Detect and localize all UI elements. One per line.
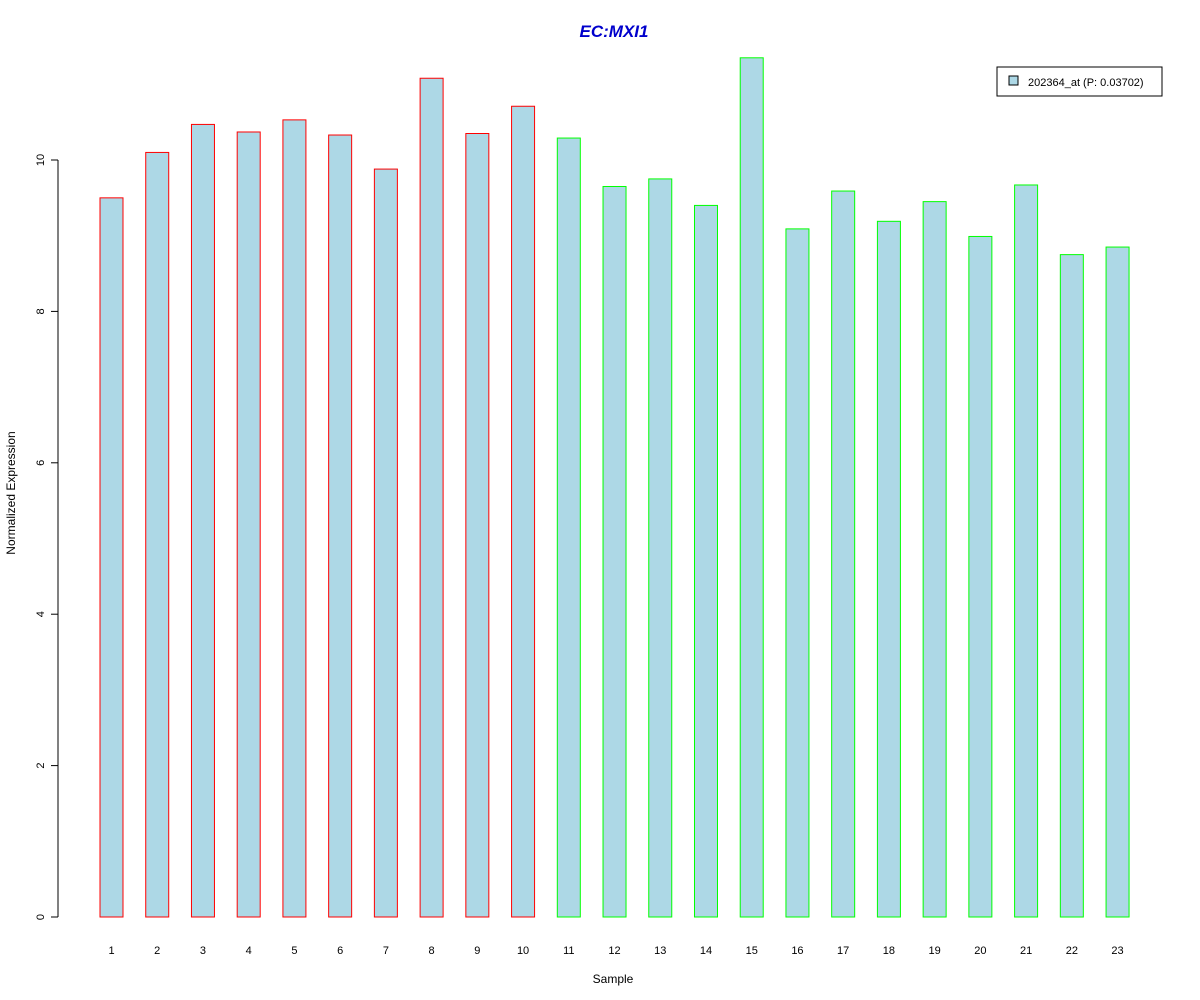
bar-sample-18	[876, 220, 901, 918]
bar-sample-10	[511, 105, 536, 918]
bar-sample-14	[693, 204, 718, 918]
x-tick-label: 10	[517, 945, 529, 957]
x-tick-label: 20	[974, 945, 986, 957]
x-tick-label: 23	[1111, 945, 1123, 957]
x-tick-label: 8	[429, 945, 435, 957]
legend: 202364_at (P: 0.03702)	[996, 66, 1163, 97]
bar-sample-8	[419, 77, 444, 918]
y-tick-label: 2	[35, 763, 47, 769]
x-tick-label: 18	[883, 945, 895, 957]
bar-sample-12	[602, 185, 627, 918]
bar-sample-19	[922, 201, 947, 918]
x-tick-labels: 1 2 3 4 5 6 7 8 9 10 11 12 13 14 15 16 17 18 19 20 21 22 23	[108, 945, 1123, 957]
x-axis-label: Sample	[593, 972, 634, 986]
bar-sample-5	[282, 119, 307, 918]
x-tick-label: 16	[791, 945, 803, 957]
bar-sample-4	[236, 131, 261, 918]
legend-label: 202364_at (P: 0.03702)	[1028, 77, 1144, 89]
x-tick-label: 2	[154, 945, 160, 957]
bar-sample-7	[373, 168, 398, 918]
bar-sample-17	[831, 190, 856, 918]
bar-sample-20	[968, 235, 993, 918]
bar-sample-11	[556, 137, 581, 918]
y-axis: 0 2 4 6 8 10	[35, 154, 59, 920]
x-tick-label: 1	[108, 945, 114, 957]
x-tick-label: 13	[654, 945, 666, 957]
y-tick-label: 6	[35, 460, 47, 466]
x-tick-label: 19	[929, 945, 941, 957]
x-tick-label: 9	[474, 945, 480, 957]
y-tick-label: 0	[35, 914, 47, 920]
bar-sample-6	[328, 134, 353, 918]
y-tick-label: 10	[35, 154, 47, 166]
bar-sample-22	[1059, 254, 1084, 918]
x-tick-label: 21	[1020, 945, 1032, 957]
x-tick-label: 22	[1066, 945, 1078, 957]
bar-sample-9	[465, 133, 490, 918]
legend-box	[996, 66, 1163, 97]
x-tick-label: 11	[563, 945, 574, 957]
y-axis-label: Normalized Expression	[4, 431, 18, 554]
y-tick-label: 4	[35, 611, 47, 617]
bar-sample-15	[739, 57, 764, 918]
bar-sample-13	[648, 178, 673, 918]
x-tick-label: 4	[246, 945, 252, 957]
x-tick-label: 14	[700, 945, 712, 957]
chart-title: EC:MXI1	[580, 22, 649, 41]
x-tick-label: 6	[337, 945, 343, 957]
bar-sample-3	[190, 123, 215, 918]
x-tick-label: 12	[608, 945, 620, 957]
bar-sample-2	[145, 151, 170, 918]
bar-sample-1	[99, 197, 124, 918]
x-tick-label: 5	[291, 945, 297, 957]
x-tick-label: 7	[383, 945, 389, 957]
bars-group	[99, 57, 1130, 918]
y-tick-label: 8	[35, 308, 47, 314]
bar-sample-21	[1014, 184, 1039, 918]
x-tick-label: 15	[746, 945, 758, 957]
x-tick-label: 17	[837, 945, 849, 957]
legend-swatch	[1008, 75, 1019, 86]
x-tick-label: 3	[200, 945, 206, 957]
bar-sample-16	[785, 228, 810, 918]
bar-sample-23	[1105, 246, 1130, 918]
